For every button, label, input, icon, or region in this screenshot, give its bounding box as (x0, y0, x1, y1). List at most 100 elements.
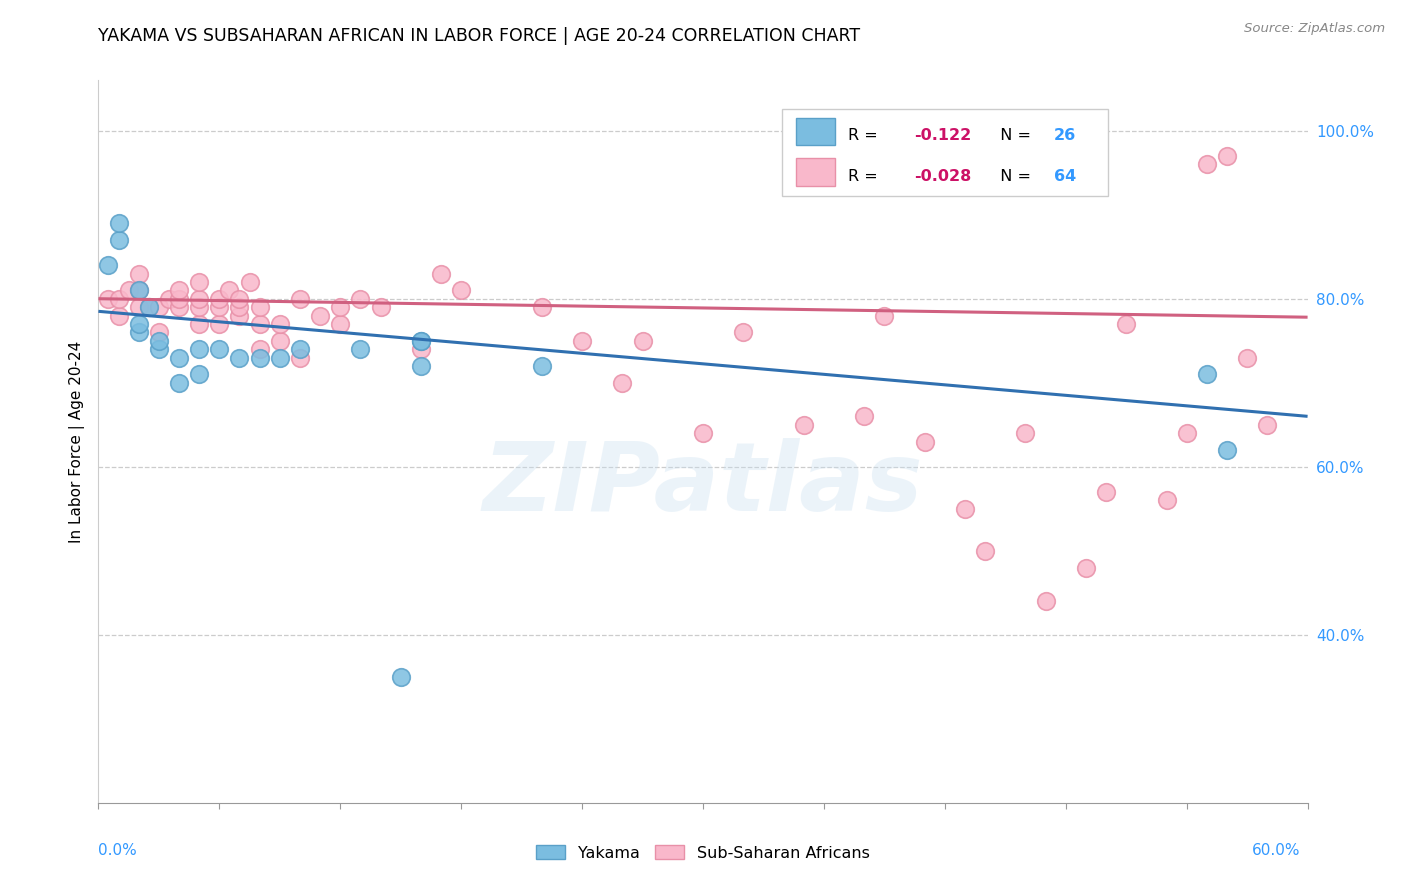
Text: -0.122: -0.122 (915, 128, 972, 144)
Point (188, 368, 211, 382)
Point (1175, 426, 1198, 441)
Point (228, 300, 250, 314)
Point (128, 267, 150, 281)
Point (409, 342, 432, 356)
Point (873, 309, 896, 323)
Point (128, 326, 150, 340)
Point (269, 317, 291, 331)
Point (389, 670, 412, 684)
Point (692, 426, 714, 441)
Point (1195, 368, 1218, 382)
Point (167, 283, 190, 297)
Point (107, 309, 129, 323)
Point (249, 300, 271, 314)
Point (128, 300, 150, 314)
Point (188, 342, 211, 356)
Point (409, 359, 432, 373)
Text: 26: 26 (1053, 128, 1076, 144)
Y-axis label: In Labor Force | Age 20-24: In Labor Force | Age 20-24 (69, 341, 84, 542)
Point (288, 342, 311, 356)
Text: ZIPatlas: ZIPatlas (482, 438, 924, 532)
Text: Source: ZipAtlas.com: Source: ZipAtlas.com (1244, 22, 1385, 36)
Point (1195, 157, 1218, 171)
Point (208, 300, 231, 314)
Point (309, 309, 332, 323)
Point (288, 351, 311, 365)
Point (974, 543, 997, 558)
Legend: Yakama, Sub-Saharan Africans: Yakama, Sub-Saharan Africans (530, 838, 876, 867)
Point (349, 342, 371, 356)
Text: N =: N = (990, 128, 1036, 144)
Point (107, 292, 129, 306)
Point (218, 283, 240, 297)
Point (167, 292, 190, 306)
Text: 64: 64 (1053, 169, 1076, 184)
Point (188, 275, 211, 289)
Point (167, 351, 190, 365)
Text: 0.0%: 0.0% (98, 843, 138, 858)
Point (97, 292, 120, 306)
Text: R =: R = (848, 128, 883, 144)
Point (612, 376, 634, 390)
Point (409, 334, 432, 348)
Point (239, 275, 262, 289)
Point (1156, 493, 1178, 508)
Point (107, 216, 129, 230)
Point (167, 376, 190, 390)
Point (157, 292, 180, 306)
Point (409, 334, 432, 348)
Point (148, 300, 170, 314)
Point (249, 317, 271, 331)
Point (853, 409, 876, 424)
Point (269, 334, 291, 348)
Point (249, 351, 271, 365)
Point (1014, 426, 1036, 441)
Text: R =: R = (848, 169, 883, 184)
Point (631, 334, 654, 348)
Text: -0.028: -0.028 (915, 169, 972, 184)
Point (249, 342, 271, 356)
Point (208, 317, 231, 331)
Text: YAKAMA VS SUBSAHARAN AFRICAN IN LABOR FORCE | AGE 20-24 CORRELATION CHART: YAKAMA VS SUBSAHARAN AFRICAN IN LABOR FO… (98, 27, 860, 45)
Point (1095, 485, 1118, 500)
Point (288, 292, 311, 306)
Point (1236, 351, 1258, 365)
Text: 60.0%: 60.0% (1253, 843, 1301, 858)
Point (188, 317, 211, 331)
Point (107, 233, 129, 247)
Point (530, 359, 553, 373)
Point (128, 317, 150, 331)
Point (530, 300, 553, 314)
Point (128, 283, 150, 297)
Point (370, 300, 392, 314)
Point (1256, 417, 1278, 432)
Point (1115, 317, 1137, 331)
Point (118, 283, 141, 297)
Point (228, 351, 250, 365)
Point (208, 342, 231, 356)
Point (148, 326, 170, 340)
Point (914, 434, 936, 449)
FancyBboxPatch shape (782, 109, 1108, 196)
Point (953, 501, 976, 516)
Point (733, 326, 755, 340)
Point (228, 309, 250, 323)
Point (1035, 594, 1057, 608)
Point (138, 300, 160, 314)
Point (188, 300, 211, 314)
Point (1216, 442, 1239, 457)
FancyBboxPatch shape (796, 158, 835, 186)
Point (450, 283, 472, 297)
Point (269, 351, 291, 365)
Point (208, 292, 231, 306)
Point (793, 417, 815, 432)
Text: N =: N = (990, 169, 1036, 184)
Point (1074, 560, 1097, 574)
Point (329, 300, 352, 314)
Point (349, 292, 371, 306)
Point (148, 342, 170, 356)
Point (148, 334, 170, 348)
Point (167, 300, 190, 314)
Point (228, 292, 250, 306)
Point (138, 300, 160, 314)
